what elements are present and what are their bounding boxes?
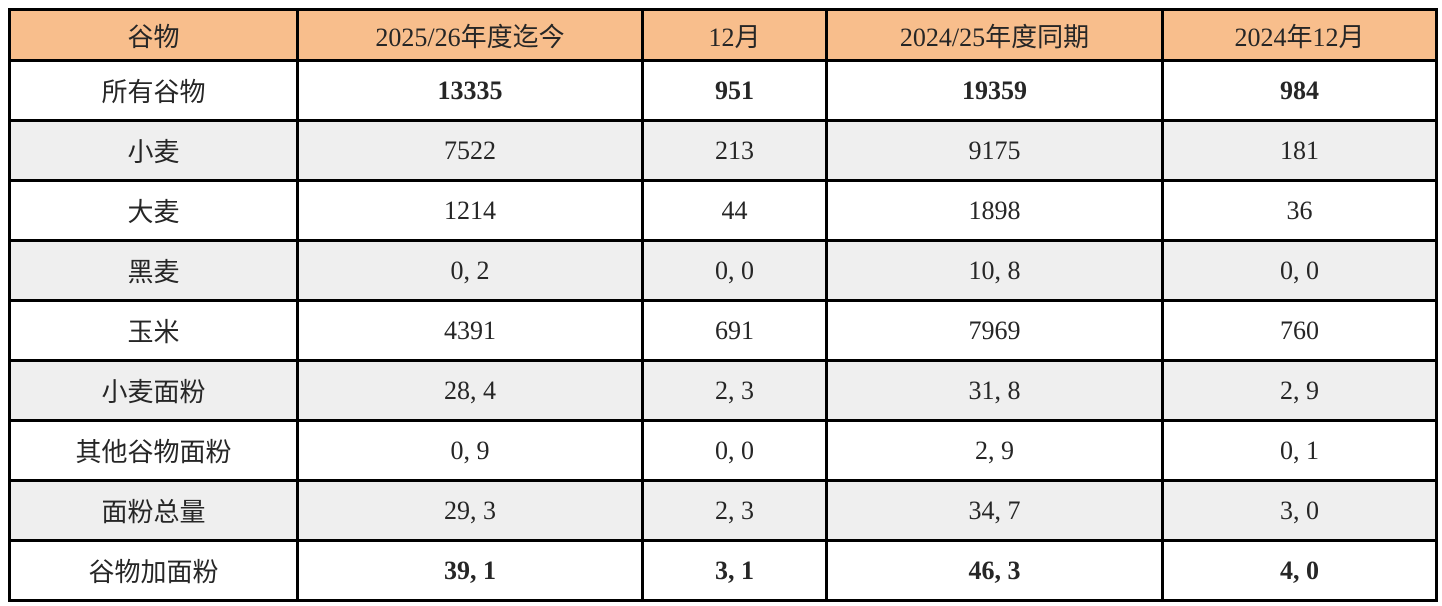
table-row: 其他谷物面粉 0, 9 0, 0 2, 9 0, 1 bbox=[8, 419, 1438, 482]
value-cell: 2, 3 bbox=[641, 359, 828, 422]
header-row: 谷物 2025/26年度迄今 12月 2024/25年度同期 2024年12月 bbox=[8, 8, 1438, 62]
value-cell: 46, 3 bbox=[825, 539, 1164, 602]
value-cell: 181 bbox=[1161, 119, 1438, 182]
table-row: 所有谷物 13335 951 19359 984 bbox=[8, 59, 1438, 122]
value-cell: 2, 9 bbox=[1161, 359, 1438, 422]
value-cell: 39, 1 bbox=[296, 539, 644, 602]
value-cell: 44 bbox=[641, 179, 828, 242]
value-cell: 4, 0 bbox=[1161, 539, 1438, 602]
row-label-cell: 所有谷物 bbox=[8, 59, 299, 122]
value-cell: 0, 0 bbox=[641, 239, 828, 302]
value-cell: 1898 bbox=[825, 179, 1164, 242]
value-cell: 7522 bbox=[296, 119, 644, 182]
grain-statistics-table: 谷物 2025/26年度迄今 12月 2024/25年度同期 2024年12月 所有谷物… bbox=[8, 8, 1438, 602]
value-cell: 4391 bbox=[296, 299, 644, 362]
value-cell: 984 bbox=[1161, 59, 1438, 122]
table-row: 大麦 1214 44 1898 36 bbox=[8, 179, 1438, 242]
value-cell: 13335 bbox=[296, 59, 644, 122]
column-header: 12月 bbox=[641, 8, 828, 62]
row-label-cell: 黑麦 bbox=[8, 239, 299, 302]
table-row: 玉米 4391 691 7969 760 bbox=[8, 299, 1438, 362]
row-label-cell: 小麦 bbox=[8, 119, 299, 182]
column-header: 谷物 bbox=[8, 8, 299, 62]
value-cell: 0, 0 bbox=[1161, 239, 1438, 302]
value-cell: 0, 1 bbox=[1161, 419, 1438, 482]
table-row: 小麦面粉 28, 4 2, 3 31, 8 2, 9 bbox=[8, 359, 1438, 422]
value-cell: 0, 9 bbox=[296, 419, 644, 482]
table-row: 小麦 7522 213 9175 181 bbox=[8, 119, 1438, 182]
value-cell: 951 bbox=[641, 59, 828, 122]
value-cell: 0, 0 bbox=[641, 419, 828, 482]
value-cell: 34, 7 bbox=[825, 479, 1164, 542]
table-body: 所有谷物 13335 951 19359 984 小麦 7522 213 9175 181 大麦 12… bbox=[8, 59, 1438, 602]
value-cell: 213 bbox=[641, 119, 828, 182]
table-row: 谷物加面粉 39, 1 3, 1 46, 3 4, 0 bbox=[8, 539, 1438, 602]
row-label-cell: 其他谷物面粉 bbox=[8, 419, 299, 482]
row-label-cell: 小麦面粉 bbox=[8, 359, 299, 422]
value-cell: 691 bbox=[641, 299, 828, 362]
row-label-cell: 大麦 bbox=[8, 179, 299, 242]
value-cell: 0, 2 bbox=[296, 239, 644, 302]
column-header: 2024/25年度同期 bbox=[825, 8, 1164, 62]
value-cell: 3, 1 bbox=[641, 539, 828, 602]
value-cell: 9175 bbox=[825, 119, 1164, 182]
value-cell: 31, 8 bbox=[825, 359, 1164, 422]
row-label-cell: 面粉总量 bbox=[8, 479, 299, 542]
value-cell: 10, 8 bbox=[825, 239, 1164, 302]
value-cell: 2, 3 bbox=[641, 479, 828, 542]
column-header: 2025/26年度迄今 bbox=[296, 8, 644, 62]
value-cell: 3, 0 bbox=[1161, 479, 1438, 542]
value-cell: 7969 bbox=[825, 299, 1164, 362]
value-cell: 760 bbox=[1161, 299, 1438, 362]
value-cell: 29, 3 bbox=[296, 479, 644, 542]
column-header: 2024年12月 bbox=[1161, 8, 1438, 62]
row-label-cell: 玉米 bbox=[8, 299, 299, 362]
table-row: 面粉总量 29, 3 2, 3 34, 7 3, 0 bbox=[8, 479, 1438, 542]
table-row: 黑麦 0, 2 0, 0 10, 8 0, 0 bbox=[8, 239, 1438, 302]
value-cell: 19359 bbox=[825, 59, 1164, 122]
value-cell: 2, 9 bbox=[825, 419, 1164, 482]
row-label-cell: 谷物加面粉 bbox=[8, 539, 299, 602]
value-cell: 1214 bbox=[296, 179, 644, 242]
value-cell: 28, 4 bbox=[296, 359, 644, 422]
value-cell: 36 bbox=[1161, 179, 1438, 242]
